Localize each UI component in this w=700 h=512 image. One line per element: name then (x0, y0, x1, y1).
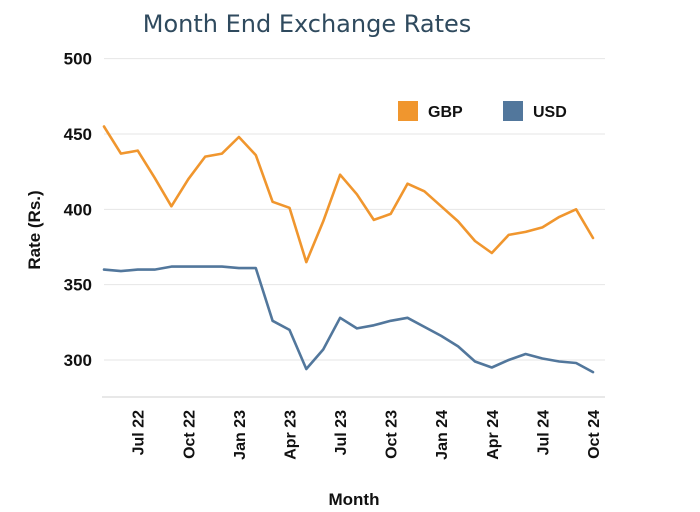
x-tick-label: Jul 24 (535, 410, 552, 455)
y-tick-label: 500 (64, 50, 92, 69)
x-axis-label: Month (329, 490, 380, 509)
grid-lines (104, 58, 605, 361)
y-tick-label: 350 (64, 276, 92, 295)
legend: GBP USD (398, 101, 567, 121)
x-tick-label: Apr 23 (282, 410, 299, 460)
legend-label-usd: USD (533, 104, 567, 121)
x-tick-label: Jul 23 (333, 410, 350, 455)
x-tick-label: Oct 23 (384, 410, 401, 459)
x-tick-label: Oct 24 (586, 410, 603, 459)
x-tick-label: Apr 24 (485, 410, 502, 460)
series-line-usd (102, 265, 595, 374)
y-axis-label: Rate (Rs.) (25, 190, 44, 269)
legend-swatch-gbp (398, 101, 418, 121)
y-tick-label: 300 (64, 351, 92, 370)
y-tick-label: 400 (64, 200, 92, 219)
x-tick-label: Jan 23 (232, 410, 249, 460)
x-tick-label: Oct 22 (181, 410, 198, 459)
chart-title: Month End Exchange Rates (143, 10, 472, 38)
x-tick-label: Jan 24 (434, 410, 451, 460)
y-tick-label: 450 (64, 125, 92, 144)
legend-label-gbp: GBP (428, 104, 463, 121)
series-lines (102, 125, 595, 374)
x-tick-label: Jul 22 (131, 410, 148, 455)
x-tick-labels: Jul 22 Oct 22 Jan 23 Apr 23 Jul 23 Oct 23 Jan … (131, 410, 603, 460)
legend-swatch-usd (503, 101, 523, 121)
series-line-gbp (102, 125, 595, 264)
y-tick-labels: 300 350 400 450 500 (64, 50, 92, 370)
